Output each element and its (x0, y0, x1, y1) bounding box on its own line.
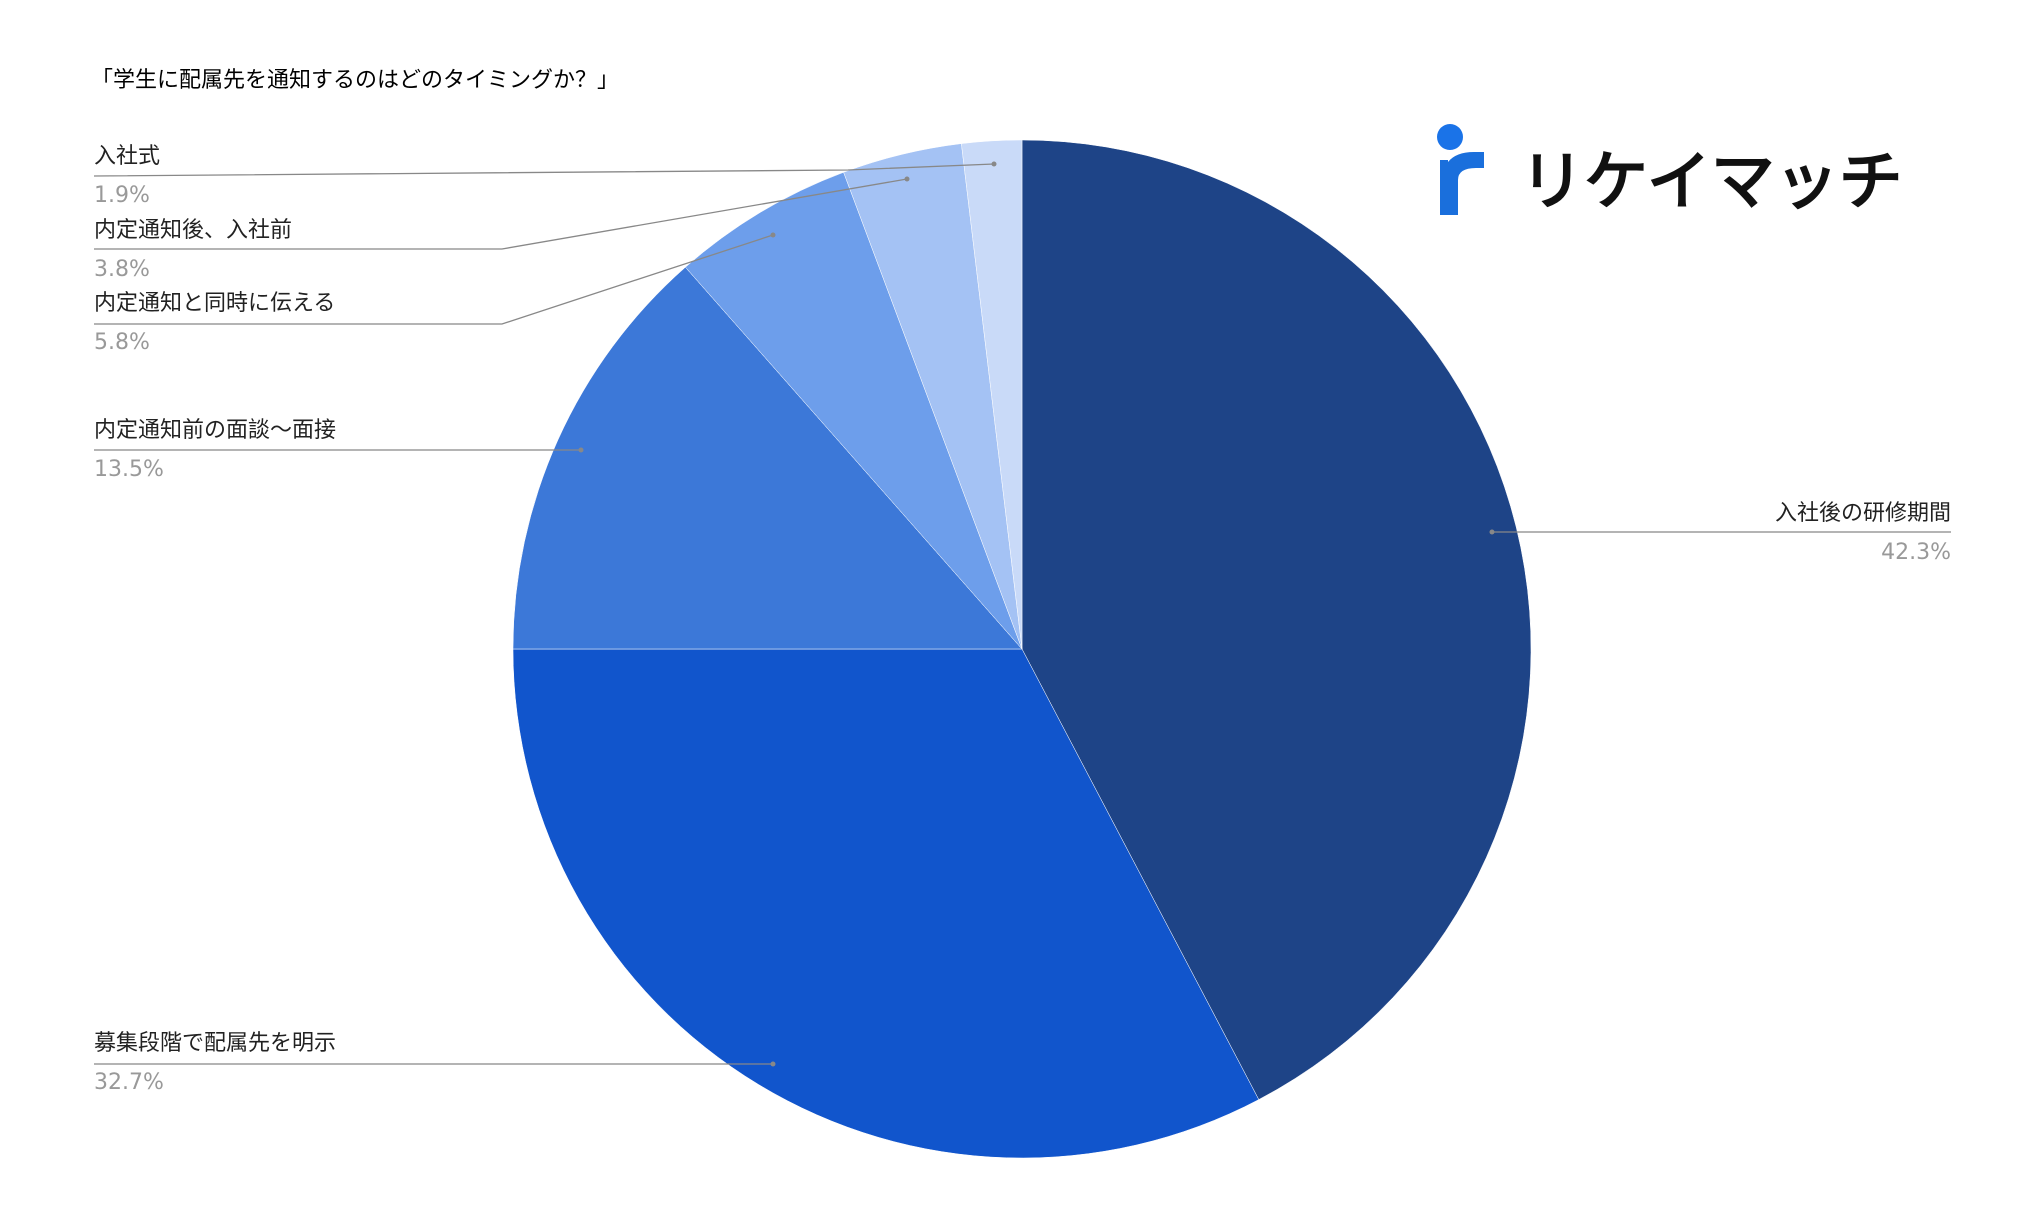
pie-slice (512, 266, 1023, 650)
slice-label: 内定通知前の面談～面接 (94, 418, 336, 443)
logo-text: リケイマッチ (1520, 146, 1903, 220)
pie-slice (685, 171, 1023, 650)
chart-title: 「学生に配属先を通知するのはどのタイミングか？」 (91, 68, 619, 93)
leader-dot (991, 161, 997, 167)
pie-slice (961, 139, 1023, 650)
slice-label: 募集段階で配属先を明示 (94, 1031, 336, 1056)
leader-dot (770, 1061, 776, 1067)
slice-label: 入社式 (94, 144, 160, 169)
logo: リケイマッチ (1437, 124, 1903, 220)
leader-line (93, 163, 995, 177)
pie-slice (1021, 139, 1532, 1100)
leader-dot (770, 232, 776, 238)
leader-dot (578, 447, 584, 453)
leader-dot (904, 176, 910, 182)
logo-dot (1437, 124, 1463, 150)
slice-percent: 13.5% (94, 457, 164, 482)
leader-line (94, 234, 774, 325)
slice-percent: 5.8% (94, 330, 150, 355)
slice-percent: 1.9% (94, 183, 150, 208)
slice-label: 内定通知と同時に伝える (94, 291, 335, 316)
slice-percent: 32.7% (94, 1070, 164, 1095)
logo-mark (1440, 152, 1484, 215)
slice-percent: 3.8% (94, 257, 150, 282)
leader-dot (1489, 529, 1495, 535)
slice-label: 内定通知後、入社前 (94, 218, 292, 243)
slice-percent: 42.3% (1881, 540, 1951, 565)
pie-slice (512, 648, 1260, 1159)
slice-label: 入社後の研修期間 (1775, 501, 1951, 526)
leader-line (94, 178, 908, 250)
